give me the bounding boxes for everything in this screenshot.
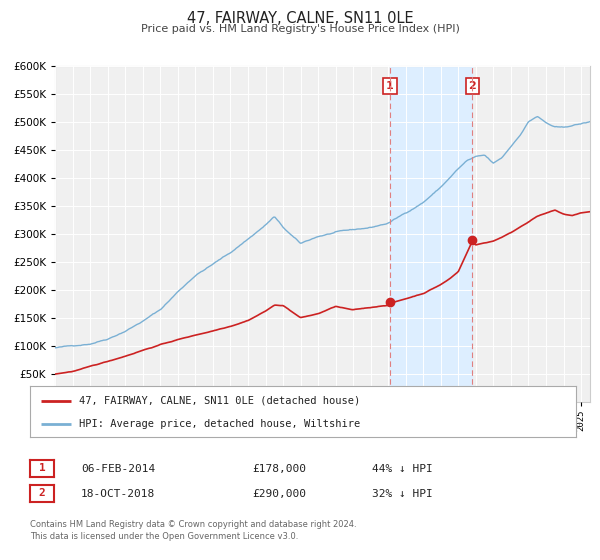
Text: 32% ↓ HPI: 32% ↓ HPI xyxy=(372,489,433,499)
Text: 2: 2 xyxy=(469,81,476,91)
Text: 06-FEB-2014: 06-FEB-2014 xyxy=(81,464,155,474)
Bar xyxy=(390,66,472,402)
Text: Price paid vs. HM Land Registry's House Price Index (HPI): Price paid vs. HM Land Registry's House … xyxy=(140,24,460,34)
Text: £290,000: £290,000 xyxy=(252,489,306,499)
Text: 18-OCT-2018: 18-OCT-2018 xyxy=(81,489,155,499)
Text: HPI: Average price, detached house, Wiltshire: HPI: Average price, detached house, Wilt… xyxy=(79,419,361,429)
Text: 44% ↓ HPI: 44% ↓ HPI xyxy=(372,464,433,474)
Text: Contains HM Land Registry data © Crown copyright and database right 2024.: Contains HM Land Registry data © Crown c… xyxy=(30,520,356,529)
Text: 47, FAIRWAY, CALNE, SN11 0LE (detached house): 47, FAIRWAY, CALNE, SN11 0LE (detached h… xyxy=(79,395,361,405)
Text: 2: 2 xyxy=(38,488,46,498)
Text: 1: 1 xyxy=(386,81,394,91)
Text: £178,000: £178,000 xyxy=(252,464,306,474)
Text: 1: 1 xyxy=(38,463,46,473)
Text: This data is licensed under the Open Government Licence v3.0.: This data is licensed under the Open Gov… xyxy=(30,532,298,541)
Text: 47, FAIRWAY, CALNE, SN11 0LE: 47, FAIRWAY, CALNE, SN11 0LE xyxy=(187,11,413,26)
